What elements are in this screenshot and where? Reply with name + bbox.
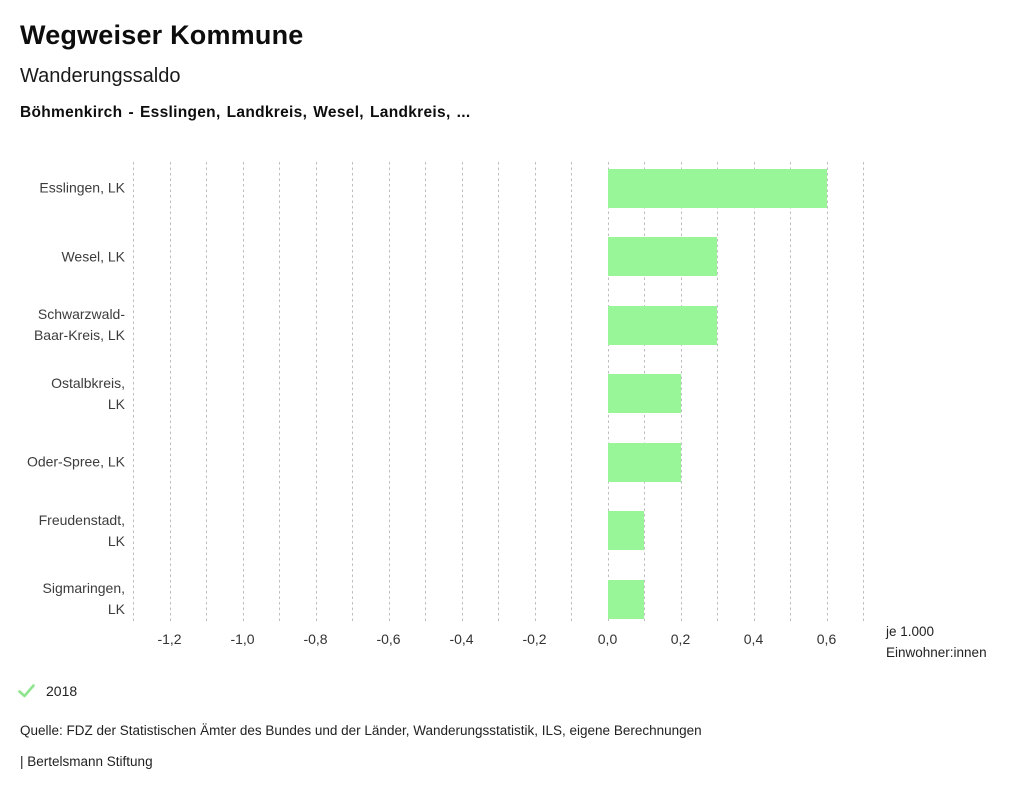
bar-Freudenstadt, LK[interactable] (607, 511, 644, 550)
gridline (461, 162, 463, 624)
category-axis: Esslingen, LK Wesel, LK Schwarzwald- Baar-K… (0, 162, 125, 624)
source-note: Quelle: FDZ der Statistischen Ämter des … (20, 723, 702, 738)
gridline (279, 162, 280, 624)
gridline (571, 162, 572, 624)
gridline (753, 162, 755, 624)
gridline (206, 162, 207, 624)
chart-subtitle: Böhmenkirch - Esslingen, Landkreis, Wese… (20, 104, 471, 121)
category-label: Wesel, LK (61, 248, 125, 264)
gridline (425, 162, 426, 624)
x-axis-unit-line: Einwohner:innen (886, 644, 987, 660)
gridline (242, 162, 244, 624)
legend-year-label: 2018 (46, 683, 78, 699)
x-tick-label: -1,0 (230, 631, 255, 647)
category-label: Freudenstadt, LK (38, 511, 125, 549)
gridline (498, 162, 499, 624)
gridline (790, 162, 791, 624)
bar-Oder-Spree, LK[interactable] (607, 442, 681, 482)
attribution-label: | Bertelsmann Stiftung (20, 754, 153, 769)
gridline (133, 162, 134, 624)
bar-Sigmaringen, LK[interactable] (607, 579, 644, 619)
gridline (169, 162, 171, 624)
x-tick-label: 0,6 (816, 631, 837, 647)
bar-Ostalbkreis, LK[interactable] (607, 374, 681, 413)
plot-area (133, 162, 864, 624)
bar-Schwarzwald-Baar-Kreis, LK[interactable] (607, 305, 717, 345)
gridline (352, 162, 353, 624)
gridline (717, 162, 718, 624)
x-tick-label: 0,2 (670, 631, 691, 647)
x-axis-unit-line: je 1.000 (886, 624, 935, 639)
x-tick-label: -0,4 (449, 631, 474, 647)
gridline (826, 162, 828, 624)
category-label: Ostalbkreis, LK (51, 374, 125, 412)
gridline (534, 162, 536, 624)
chart-title: Wanderungssaldo (20, 65, 181, 87)
x-tick-label: -1,2 (157, 631, 182, 647)
check-icon (18, 684, 35, 698)
category-label: Schwarzwald- Baar-Kreis, LK (33, 306, 125, 343)
category-label: Esslingen, LK (39, 179, 125, 196)
x-tick-label: -0,2 (522, 631, 547, 647)
x-tick-label: 0,4 (743, 631, 764, 647)
x-tick-label: -0,6 (376, 631, 401, 647)
gridline (315, 162, 317, 624)
bar-Wesel, LK[interactable] (607, 237, 717, 276)
x-tick-label: 0,0 (597, 631, 618, 647)
gridline (863, 162, 864, 624)
x-axis-unit-label: je 1.000 Einwohner:innen (886, 622, 987, 663)
bar-Esslingen, LK[interactable] (607, 168, 827, 208)
legend-item-year[interactable]: 2018 (18, 683, 77, 699)
gridline (680, 162, 682, 624)
x-axis-ticks: -1,2 -1,0 -0,8 -0,6 -0,4 -0,2 0,0 0,2 0,4 0,6 (133, 631, 863, 651)
category-label: Oder-Spree, LK (26, 453, 125, 470)
x-tick-label: -0,8 (303, 631, 328, 647)
category-label: Sigmaringen, LK (42, 580, 126, 617)
gridline (388, 162, 390, 624)
page-title: Wegweiser Kommune (20, 20, 304, 50)
